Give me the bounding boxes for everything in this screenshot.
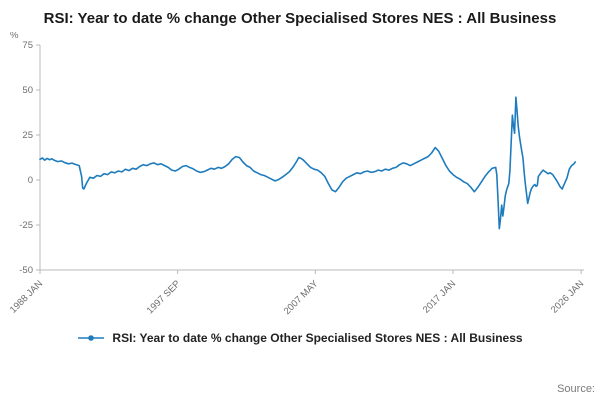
legend-line-marker-icon [78,334,105,341]
svg-text:-25: -25 [19,220,33,231]
chart-plot: 75 50 25 0 -25 -50% 1988 JAN 1997 SEP 2007 MAY 20… [8,32,587,317]
svg-text:75: 75 [22,40,33,51]
svg-text:1997 SEP: 1997 SEP [145,278,183,316]
svg-text:0: 0 [28,175,33,186]
chart-title: RSI: Year to date % change Other Special… [43,10,557,27]
legend-label: RSI: Year to date % change Other Special… [112,330,523,345]
svg-text:-50: -50 [19,265,33,276]
svg-text:2007 MAY: 2007 MAY [282,278,321,317]
svg-text:2017 JAN: 2017 JAN [421,278,458,315]
svg-text:2026 JAN: 2026 JAN [549,278,586,315]
source-label: Source: [557,383,595,395]
svg-text:50: 50 [22,85,33,96]
legend-item[interactable]: RSI: Year to date % change Other Special… [77,330,523,345]
svg-text:%: % [10,32,19,41]
svg-text:25: 25 [22,130,33,141]
svg-text:1988 JAN: 1988 JAN [8,278,45,315]
legend: RSI: Year to date % change Other Special… [0,331,600,345]
